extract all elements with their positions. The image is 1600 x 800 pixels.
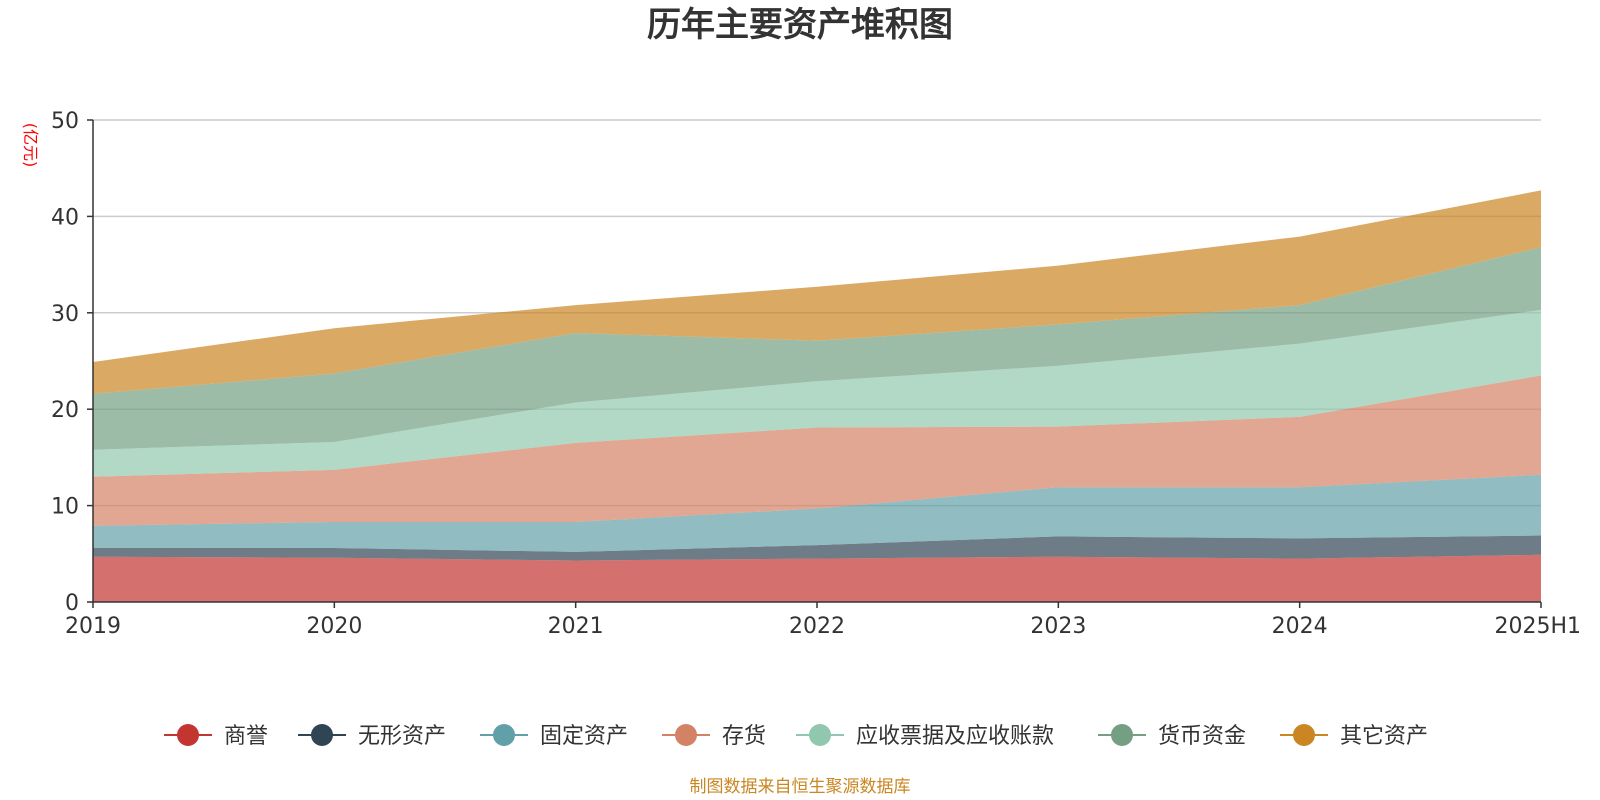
- legend-label-4: 应收票据及应收账款: [856, 724, 1054, 749]
- area-series-4: [93, 309, 1541, 477]
- y-tick-label-2: 20: [51, 398, 79, 423]
- y-tick-label-1: 10: [51, 495, 79, 520]
- x-tick-label-0: 2019: [65, 614, 121, 639]
- legend-marker-6: [1293, 724, 1315, 746]
- legend-label-5: 货币资金: [1158, 724, 1246, 749]
- area-series-2: [93, 474, 1541, 552]
- legend-item-2[interactable]: 固定资产: [480, 724, 628, 749]
- area-series-1: [93, 535, 1541, 561]
- x-tick-label-6: 2025H1: [1494, 614, 1581, 639]
- legend-item-0[interactable]: 商誉: [164, 724, 268, 749]
- area-series-0: [93, 554, 1541, 602]
- y-tick-label-3: 30: [51, 302, 79, 327]
- y-tick-label-4: 40: [51, 205, 79, 230]
- y-tick-labels: 0 10 20 30 40 50: [51, 109, 79, 616]
- axes: [87, 119, 1542, 608]
- legend: 商誉 无形资产 固定资产 存货 应收票据及应收账款 货币资金 其它资产: [164, 724, 1428, 749]
- x-tick-label-5: 2024: [1272, 614, 1328, 639]
- area-series-3: [93, 375, 1541, 526]
- legend-item-5[interactable]: 货币资金: [1098, 724, 1246, 749]
- area-series-5: [93, 247, 1541, 450]
- area-series: [93, 190, 1541, 602]
- legend-item-1[interactable]: 无形资产: [298, 724, 446, 749]
- source-note: 制图数据来自恒生聚源数据库: [690, 777, 911, 797]
- y-tick-label-5: 50: [51, 109, 79, 134]
- legend-item-3[interactable]: 存货: [662, 724, 766, 749]
- legend-label-3: 存货: [722, 724, 766, 749]
- legend-label-6: 其它资产: [1340, 724, 1428, 749]
- legend-marker-1: [311, 724, 333, 746]
- x-tick-label-4: 2023: [1030, 614, 1086, 639]
- legend-label-2: 固定资产: [540, 724, 628, 749]
- legend-marker-3: [675, 724, 697, 746]
- y-tick-label-0: 0: [65, 591, 79, 616]
- x-tick-labels: 2019 2020 2021 2022 2023 2024 2025H1: [65, 614, 1581, 639]
- legend-label-1: 无形资产: [358, 724, 446, 749]
- legend-marker-4: [809, 724, 831, 746]
- x-tick-label-1: 2020: [306, 614, 362, 639]
- legend-item-4[interactable]: 应收票据及应收账款: [796, 724, 1054, 749]
- area-series-6: [93, 190, 1541, 394]
- legend-marker-0: [177, 724, 199, 746]
- legend-marker-2: [493, 724, 515, 746]
- legend-item-6[interactable]: 其它资产: [1280, 724, 1428, 749]
- legend-label-0: 商誉: [224, 724, 268, 749]
- x-tick-label-2: 2021: [548, 614, 604, 639]
- x-tick-label-3: 2022: [789, 614, 845, 639]
- legend-marker-5: [1111, 724, 1133, 746]
- chart-title: 历年主要资产堆积图: [647, 5, 953, 45]
- y-axis-label: (亿元): [21, 123, 40, 168]
